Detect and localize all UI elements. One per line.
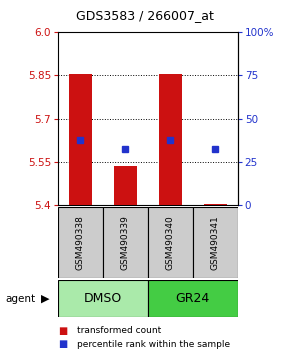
Text: ■: ■ <box>58 326 67 336</box>
Bar <box>148 207 193 278</box>
Bar <box>114 166 137 205</box>
Bar <box>193 207 238 278</box>
Text: percentile rank within the sample: percentile rank within the sample <box>77 339 230 349</box>
Text: GDS3583 / 266007_at: GDS3583 / 266007_at <box>76 10 214 22</box>
Text: GSM490338: GSM490338 <box>76 215 85 270</box>
Text: GSM490339: GSM490339 <box>121 215 130 270</box>
Bar <box>204 204 226 205</box>
Bar <box>58 280 148 317</box>
Text: ■: ■ <box>58 339 67 349</box>
Text: ▶: ▶ <box>41 294 49 304</box>
Text: transformed count: transformed count <box>77 326 161 336</box>
Bar <box>58 207 103 278</box>
Text: DMSO: DMSO <box>84 292 122 305</box>
Text: GSM490340: GSM490340 <box>166 215 175 270</box>
Bar <box>148 280 238 317</box>
Bar <box>159 74 182 205</box>
Bar <box>69 74 92 205</box>
Text: agent: agent <box>6 294 36 304</box>
Bar <box>103 207 148 278</box>
Text: GSM490341: GSM490341 <box>211 215 220 270</box>
Text: GR24: GR24 <box>176 292 210 305</box>
